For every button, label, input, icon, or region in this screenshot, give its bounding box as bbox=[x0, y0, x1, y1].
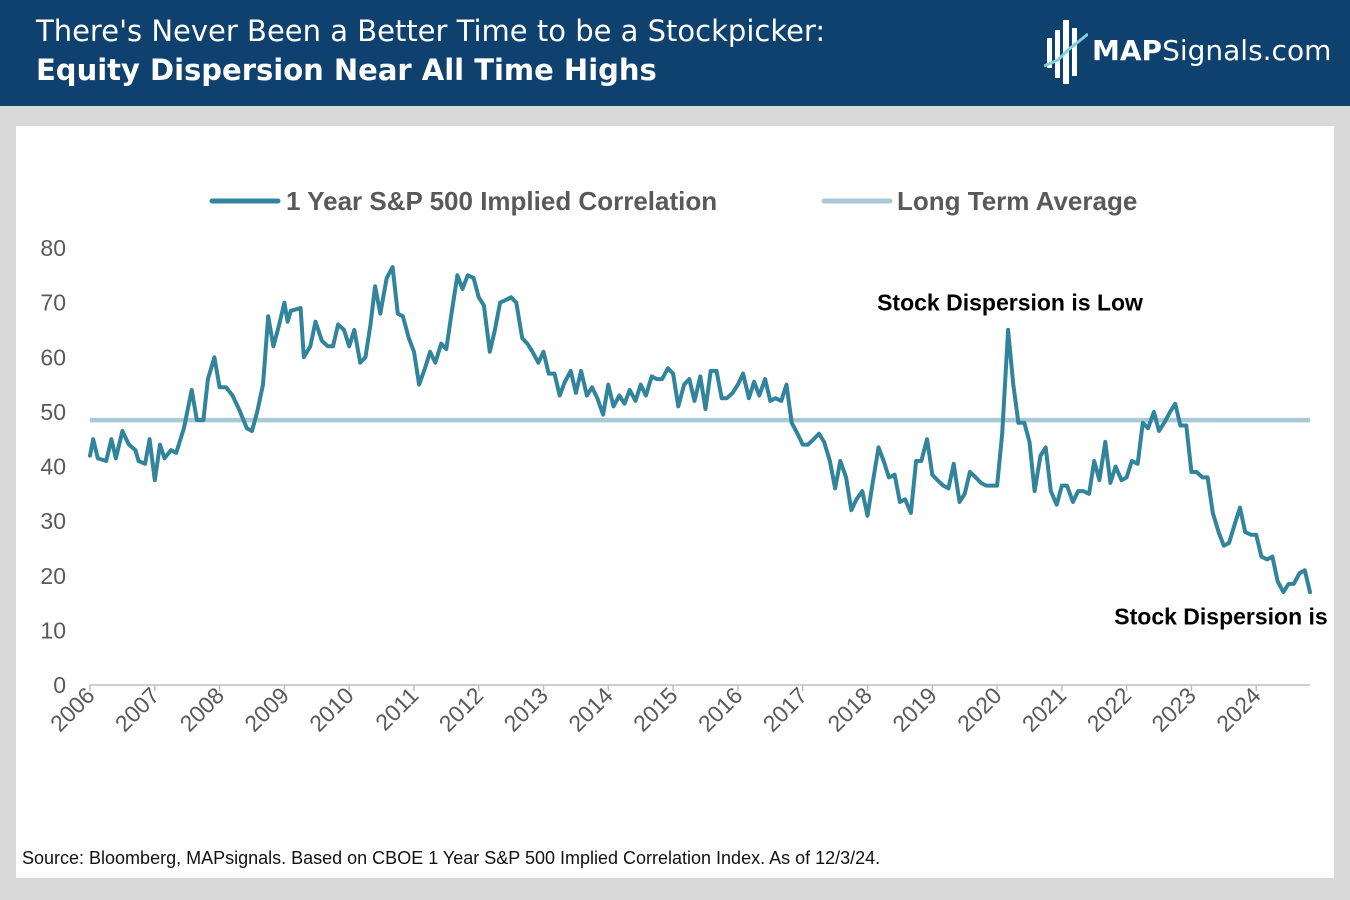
legend: 1 Year S&P 500 Implied Correlation Long T… bbox=[209, 186, 1137, 216]
x-tick-label: 2021 bbox=[1017, 682, 1072, 737]
header-banner: There's Never Been a Better Time to be a… bbox=[0, 0, 1350, 106]
x-tick-label: 2010 bbox=[304, 682, 359, 737]
annotations: Stock Dispersion is Low Stock Dispersion … bbox=[877, 290, 1334, 630]
legend-label: 1 Year S&P 500 Implied Correlation bbox=[286, 186, 717, 216]
title-line-2: Equity Dispersion Near All Time Highs bbox=[36, 53, 657, 87]
x-tick-label: 2018 bbox=[822, 682, 877, 737]
annotation-dispersion-low: Stock Dispersion is Low bbox=[877, 290, 1143, 316]
annotation-dispersion-high: Stock Dispersion is High bbox=[1114, 604, 1334, 630]
logo-icon bbox=[1044, 20, 1088, 84]
x-tick-label: 2017 bbox=[758, 682, 813, 737]
x-tick-label: 2009 bbox=[239, 682, 294, 737]
x-tick-label: 2014 bbox=[563, 682, 618, 737]
y-axis: 0 10 20 30 40 50 60 70 80 bbox=[40, 235, 66, 698]
y-tick-label: 40 bbox=[40, 454, 66, 480]
x-tick-label: 2024 bbox=[1211, 682, 1266, 737]
legend-item-implied-correlation: 1 Year S&P 500 Implied Correlation bbox=[209, 186, 717, 216]
x-tick-label: 2011 bbox=[370, 682, 423, 735]
x-tick-label: 2020 bbox=[952, 682, 1007, 737]
x-tick-label: 2015 bbox=[628, 682, 683, 737]
title-line-1: There's Never Been a Better Time to be a… bbox=[36, 14, 826, 48]
logo-text: MAPSignals.com bbox=[1092, 34, 1331, 67]
x-tick-label: 2008 bbox=[175, 682, 230, 737]
y-tick-label: 10 bbox=[40, 617, 66, 643]
series-layer bbox=[88, 265, 1312, 595]
chart-panel: 1 Year S&P 500 Implied Correlation Long T… bbox=[16, 126, 1334, 878]
y-tick-label: 30 bbox=[40, 508, 66, 534]
x-tick-label: 2016 bbox=[693, 682, 748, 737]
y-tick-label: 0 bbox=[53, 672, 66, 698]
logo-text-rest: Signals.com bbox=[1162, 34, 1332, 67]
y-tick-label: 70 bbox=[40, 290, 66, 316]
legend-label: Long Term Average bbox=[897, 186, 1137, 216]
x-axis: 2006 2007 2008 2009 2010 2011 2012 2013 2014 2015… bbox=[45, 682, 1310, 737]
y-tick-label: 50 bbox=[40, 399, 66, 425]
y-tick-label: 20 bbox=[40, 563, 66, 589]
x-tick-label: 2022 bbox=[1082, 682, 1137, 737]
legend-item-long-term-average: Long Term Average bbox=[821, 186, 1137, 216]
x-tick-label: 2019 bbox=[887, 682, 942, 737]
chart: 1 Year S&P 500 Implied Correlation Long T… bbox=[40, 186, 1334, 737]
mapsignals-logo: MAPSignals.com bbox=[1044, 20, 1344, 84]
y-tick-label: 60 bbox=[40, 344, 66, 370]
y-tick-label: 80 bbox=[40, 235, 66, 261]
x-tick-label: 2007 bbox=[110, 682, 165, 737]
source-note: Source: Bloomberg, MAPsignals. Based on … bbox=[22, 848, 881, 868]
x-tick-label: 2012 bbox=[434, 682, 489, 737]
x-tick-label: 2013 bbox=[498, 682, 553, 737]
logo-text-bold: MAP bbox=[1092, 34, 1163, 67]
series-implied-correlation bbox=[88, 265, 1312, 595]
x-tick-label: 2023 bbox=[1146, 682, 1201, 737]
